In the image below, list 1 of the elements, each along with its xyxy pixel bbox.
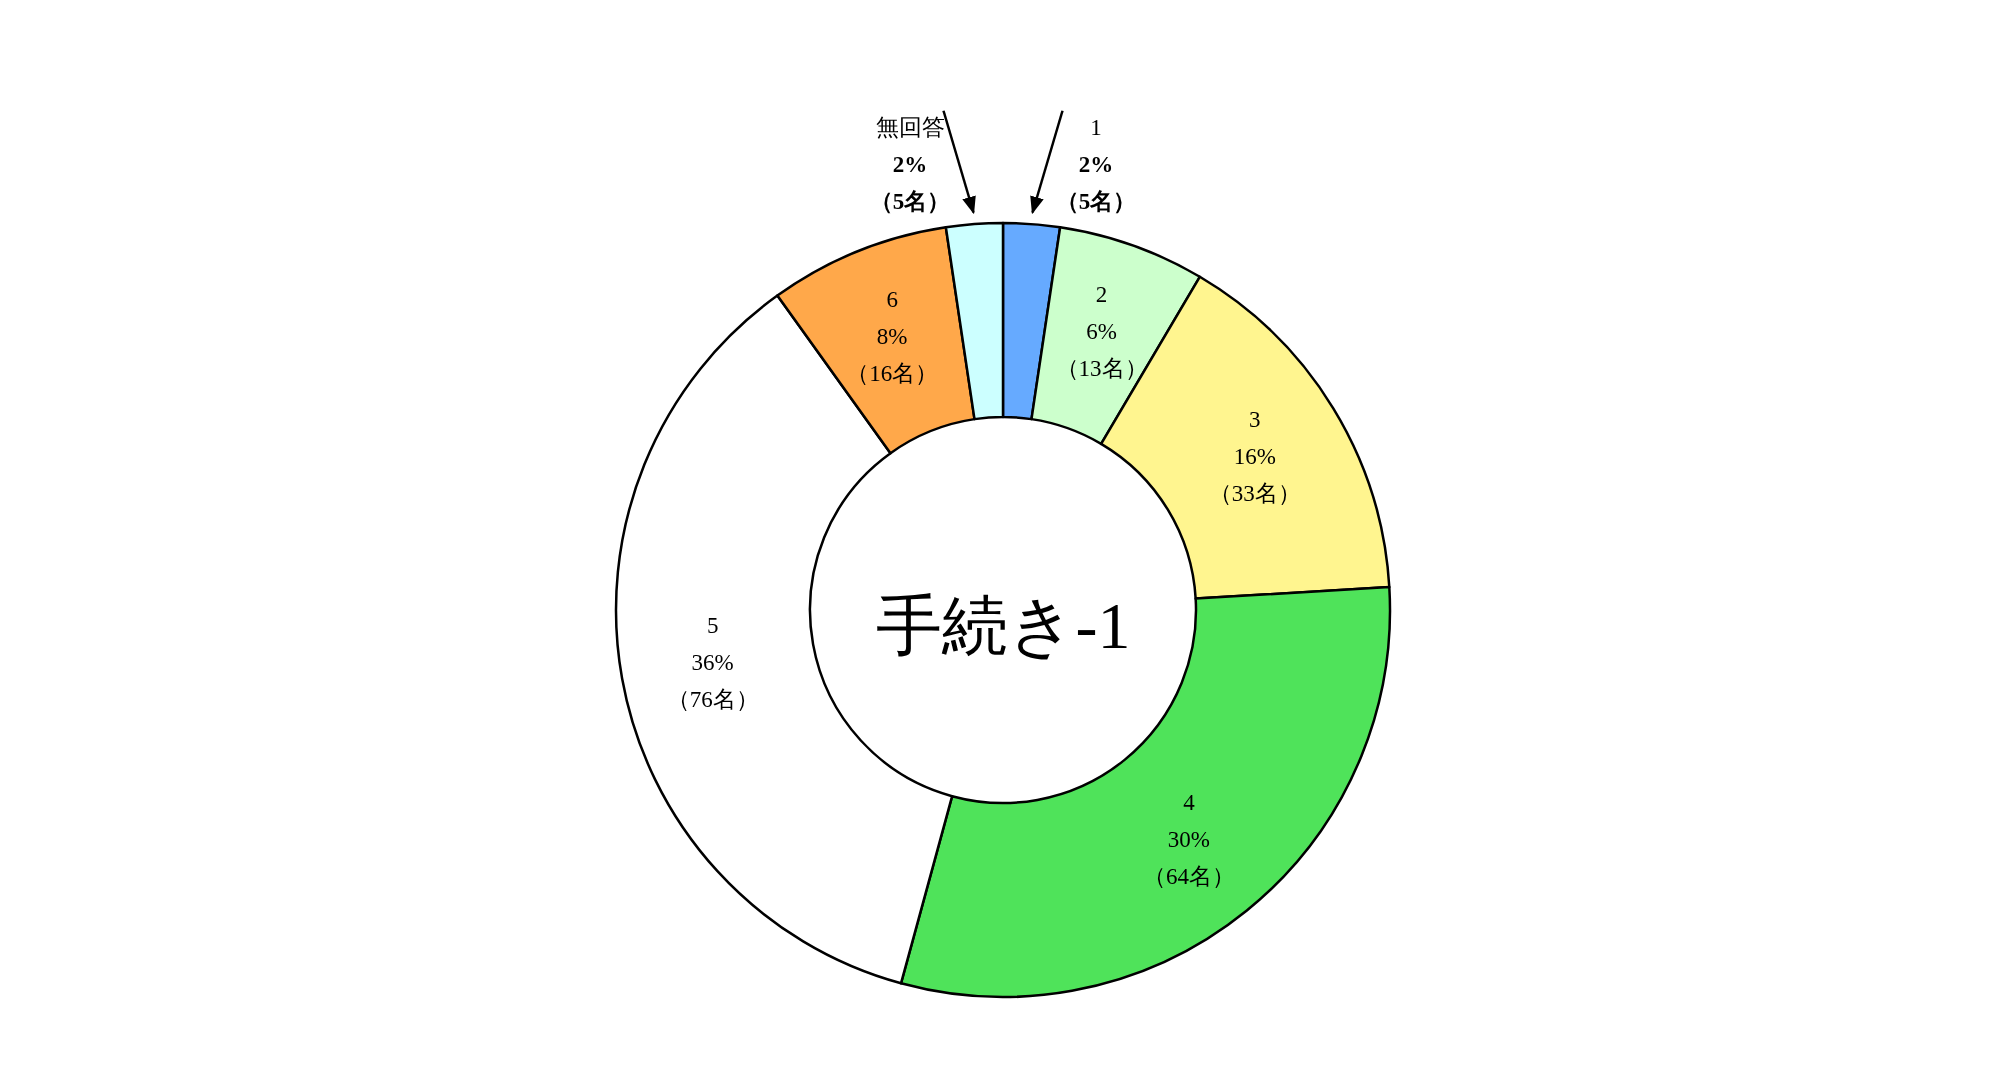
title: 手続き-1 xyxy=(875,589,1131,662)
